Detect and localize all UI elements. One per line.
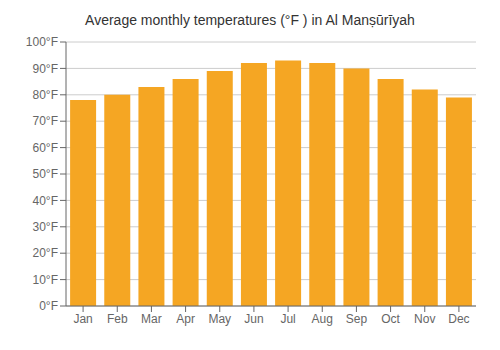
svg-text:10°F: 10°F: [33, 273, 58, 287]
svg-text:80°F: 80°F: [33, 88, 58, 102]
html-text:Average monthly temperatures (: Average monthly temperatures (°F ) in Al…: [85, 12, 415, 28]
svg-text:Aug: Aug: [312, 312, 333, 326]
svg-text:Apr: Apr: [176, 312, 195, 326]
svg-text:30°F: 30°F: [33, 220, 58, 234]
svg-text:Mar: Mar: [141, 312, 162, 326]
svg-text:Jul: Jul: [280, 312, 295, 326]
svg-text:Dec: Dec: [448, 312, 469, 326]
svg-text:Sep: Sep: [346, 312, 368, 326]
svg-text:70°F: 70°F: [33, 114, 58, 128]
svg-text:60°F: 60°F: [33, 141, 58, 155]
svg-text:100°F: 100°F: [26, 35, 58, 49]
svg-text:0°F: 0°F: [39, 299, 58, 313]
svg-text:Feb: Feb: [107, 312, 128, 326]
svg-text:90°F: 90°F: [33, 62, 58, 76]
svg-text:Nov: Nov: [414, 312, 435, 326]
svg-text:20°F: 20°F: [33, 246, 58, 260]
svg-text:Jun: Jun: [244, 312, 263, 326]
svg-text:50°F: 50°F: [33, 167, 58, 181]
svg-text:Oct: Oct: [381, 312, 400, 326]
svg-text:May: May: [208, 312, 231, 326]
svg-text:40°F: 40°F: [33, 194, 58, 208]
svg-text:Jan: Jan: [73, 312, 92, 326]
